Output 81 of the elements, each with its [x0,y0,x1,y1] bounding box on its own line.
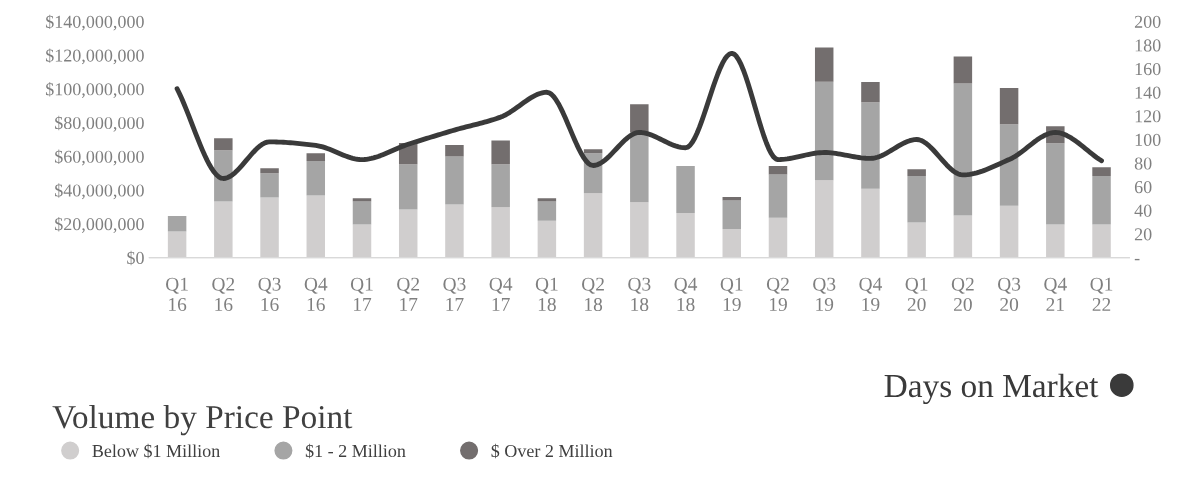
y2-tick-label: 60 [1134,181,1152,194]
text: Days on Market [884,373,1099,405]
y2-tick-label: 40 [1134,204,1152,217]
bar [306,153,326,161]
y2-tick-label: 140 [1135,86,1161,99]
x-tick-label: Q4 17 [489,277,513,311]
bar [814,47,834,82]
x-tick-label: Q2 20 [951,277,974,312]
y2-tick-label: 120 [1135,110,1161,123]
y-tick-label: $140,000,000 [45,14,144,31]
x-tick-label: Q1 17 [350,277,373,311]
x-tick-label: Q4 21 [1044,277,1067,311]
x-tick-label: Q1 18 [535,277,558,312]
y2-tick-label: 200 [1134,15,1161,28]
bar [676,166,695,214]
bar [814,81,834,181]
x-tick-label: Q3 20 [998,277,1021,312]
y-tick-label: $100,000,000 [45,82,144,98]
x-tick-label: Q1 19 [720,277,743,312]
x-tick-label: Q4 16 [304,277,328,312]
y2-tick-label: 80 [1134,157,1152,170]
x-tick-label: Q2 17 [397,277,420,311]
bar [1092,167,1111,176]
bar [953,83,973,216]
bar [398,164,418,210]
bar [999,124,1019,206]
bar [491,164,510,208]
y2-tick-label: 160 [1135,62,1161,76]
x-tick-label: Q4 18 [674,277,698,312]
y-tick-label: $20,000,000 [55,217,144,233]
bar [537,201,557,221]
bar [260,173,279,198]
x-tick-label: Q1 22 [1090,277,1113,311]
bar [260,168,279,174]
bar [999,87,1019,125]
bar [352,201,372,225]
bar [768,166,788,175]
x-tick-label: Q3 17 [443,277,466,311]
x-tick-label: Q2 16 [212,277,235,312]
legend-title: Volume by Price Point [52,404,353,436]
x-tick-label: Q3 19 [813,277,836,312]
bar [491,140,510,165]
y2-tick-label: - [1134,258,1140,261]
bar [306,160,326,196]
bar [352,198,372,202]
y-tick-label: $120,000,000 [45,48,144,65]
x-tick-label: Q1 20 [905,277,928,312]
x-tick-label: Q2 19 [766,277,789,312]
bar [214,138,233,151]
bar [1092,175,1111,225]
bar [445,156,464,205]
x-tick-label: Q3 16 [258,277,281,312]
bar [722,200,742,229]
bar [861,82,880,103]
y2-tick-label: 20 [1134,228,1152,241]
y2-tick-label: 100 [1135,133,1161,146]
y-tick-label: $80,000,000 [55,115,144,132]
legend-label: $ Over 2 Million [491,443,613,459]
y2-tick-label: 180 [1135,39,1161,52]
x-tick-label: Q4 19 [859,277,883,312]
bar [768,174,788,218]
legend-label: Below $1 Million [92,443,220,459]
bar [907,169,926,176]
bar [1046,143,1065,225]
bar [583,149,603,154]
bar [953,56,973,84]
bar [537,198,557,202]
bar [722,197,742,201]
legend-label: $1 - 2 Million [305,443,406,459]
bar [861,102,880,189]
y-tick-label: $40,000,000 [55,183,144,200]
y-tick-label: $0 [127,250,144,266]
y-tick-label: $60,000,000 [55,149,144,166]
bar [630,104,649,133]
bar [445,145,464,157]
x-tick-label: Q3 18 [628,277,651,312]
bar [167,215,187,232]
bar [907,175,926,223]
x-tick-label: Q1 16 [166,277,188,312]
bar [630,132,649,203]
x-tick-label: Q2 18 [582,277,604,312]
